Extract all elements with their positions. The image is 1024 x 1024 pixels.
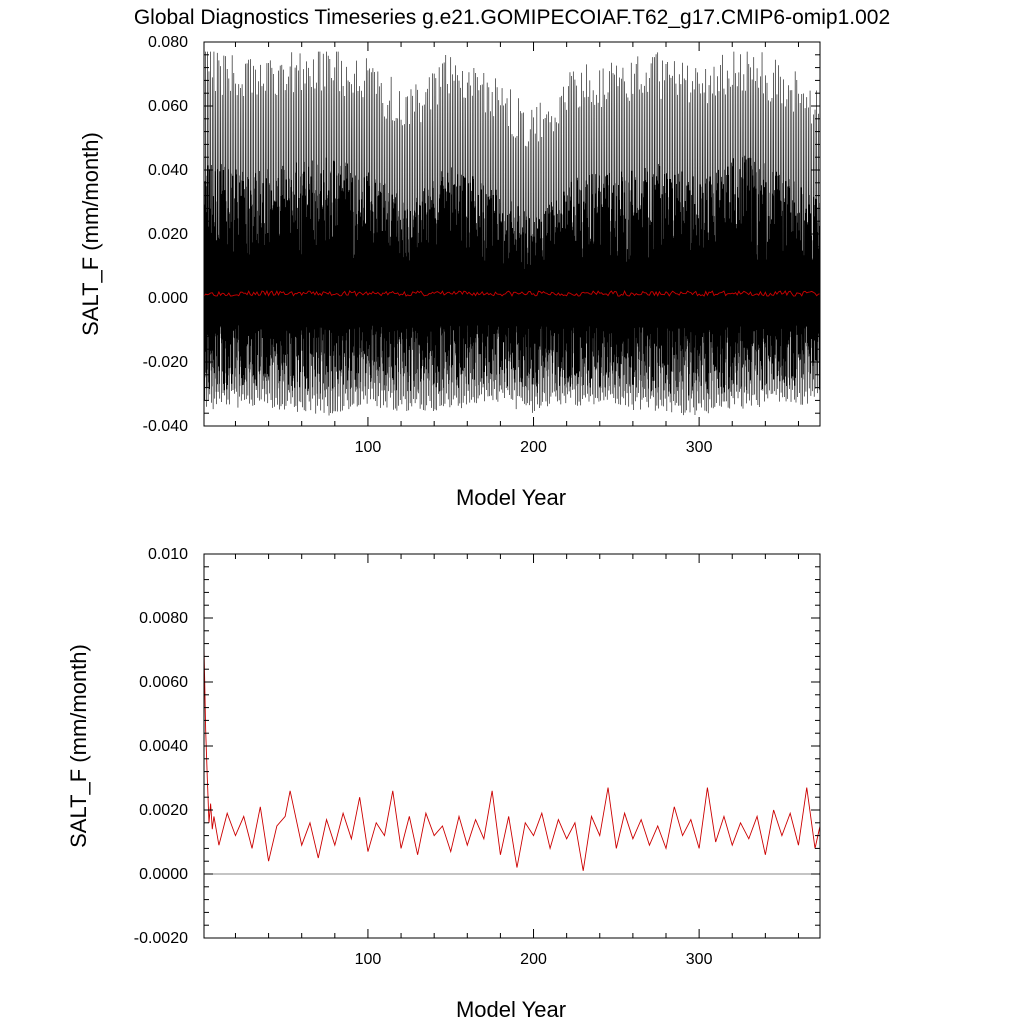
top-x-axis-label: Model Year bbox=[456, 485, 566, 510]
y-tick-label: 0.0060 bbox=[139, 674, 188, 691]
top-y-axis-label: SALT_F (mm/month) bbox=[78, 132, 103, 336]
x-tick-label: 300 bbox=[686, 439, 713, 456]
chart-title: Global Diagnostics Timeseries g.e21.GOMI… bbox=[134, 6, 890, 29]
x-tick-label: 200 bbox=[520, 439, 547, 456]
y-tick-label: 0.0020 bbox=[139, 802, 188, 819]
annual-mean-series-line bbox=[204, 289, 820, 297]
x-tick-label: 200 bbox=[520, 951, 547, 968]
bottom-x-axis-label: Model Year bbox=[456, 997, 566, 1022]
y-tick-label: 0.010 bbox=[148, 546, 188, 563]
plot-frame bbox=[203, 553, 821, 939]
y-tick-label: 0.0000 bbox=[139, 866, 188, 883]
annual-mean-series-line bbox=[204, 646, 820, 871]
y-tick-label: 0.060 bbox=[148, 98, 188, 115]
y-tick-label: 0.020 bbox=[148, 226, 188, 243]
x-tick-label: 100 bbox=[355, 439, 382, 456]
plot-area bbox=[204, 51, 820, 416]
y-tick-label: -0.020 bbox=[143, 354, 188, 371]
y-tick-label: 0.000 bbox=[148, 290, 188, 307]
x-tick-label: 100 bbox=[355, 951, 382, 968]
y-tick-label: 0.040 bbox=[148, 162, 188, 179]
y-tick-label: 0.0040 bbox=[139, 738, 188, 755]
bottom-y-axis-label: SALT_F (mm/month) bbox=[66, 644, 91, 848]
x-tick-label: 300 bbox=[686, 951, 713, 968]
y-tick-label: -0.0020 bbox=[134, 930, 188, 947]
bottom-panel: SALT_F (mm/month) Model Year -0.0020 0.00… bbox=[66, 546, 821, 1022]
monthly-series-line bbox=[204, 51, 820, 416]
plot-area bbox=[204, 646, 820, 875]
y-tick-label: 0.080 bbox=[148, 34, 188, 51]
y-tick-label: 0.0080 bbox=[139, 610, 188, 627]
top-panel: SALT_F (mm/month) Model Year -0.040 -0.02… bbox=[78, 34, 821, 510]
y-tick-label: -0.040 bbox=[143, 418, 188, 435]
